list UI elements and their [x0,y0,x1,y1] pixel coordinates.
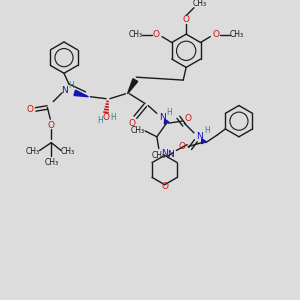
Text: O: O [129,118,136,127]
Text: O: O [183,15,190,24]
Text: H: H [204,126,210,135]
Text: CH₃: CH₃ [193,0,207,8]
Polygon shape [128,79,138,94]
Polygon shape [202,139,206,144]
Text: CH₃: CH₃ [26,147,40,156]
Text: O: O [184,114,192,123]
Text: CH₃: CH₃ [128,30,143,39]
Text: CH₃: CH₃ [152,151,166,160]
Text: O: O [103,113,110,122]
Text: O: O [153,30,160,39]
Text: N: N [167,150,174,159]
Text: O: O [213,30,220,39]
Text: N: N [159,113,166,122]
Polygon shape [164,119,169,124]
Text: H: H [97,116,103,125]
Text: N: N [61,86,68,95]
Text: N: N [161,149,168,158]
Text: O: O [179,142,186,151]
Text: O: O [161,182,168,191]
Text: O: O [26,105,33,114]
Text: CH₃: CH₃ [130,126,144,135]
Text: N: N [196,132,203,141]
Text: O: O [48,121,55,130]
Text: CH₃: CH₃ [230,30,244,39]
Polygon shape [74,90,88,97]
Text: CH₃: CH₃ [61,147,75,156]
Text: CH₃: CH₃ [44,158,58,167]
Text: H: H [110,113,116,122]
Text: H: H [167,108,172,117]
Text: H: H [68,82,74,91]
